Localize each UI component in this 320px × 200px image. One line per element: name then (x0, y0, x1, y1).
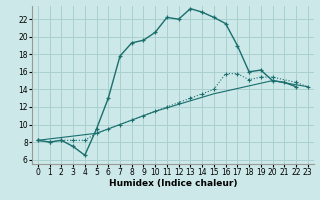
X-axis label: Humidex (Indice chaleur): Humidex (Indice chaleur) (108, 179, 237, 188)
